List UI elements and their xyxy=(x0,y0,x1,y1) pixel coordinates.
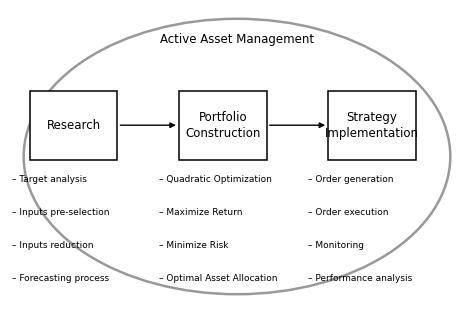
Text: Portfolio
Construction: Portfolio Construction xyxy=(185,111,261,140)
FancyBboxPatch shape xyxy=(328,91,416,160)
Text: – Target analysis: – Target analysis xyxy=(12,176,87,184)
Text: – Optimal Asset Allocation: – Optimal Asset Allocation xyxy=(159,274,277,283)
Text: – Monitoring: – Monitoring xyxy=(308,241,364,250)
FancyBboxPatch shape xyxy=(29,91,117,160)
Text: – Forecasting process: – Forecasting process xyxy=(12,274,109,283)
Text: Research: Research xyxy=(46,119,100,132)
Text: – Maximize Return: – Maximize Return xyxy=(159,208,242,217)
Text: – Quadratic Optimization: – Quadratic Optimization xyxy=(159,176,272,184)
Text: Strategy
Implementation: Strategy Implementation xyxy=(325,111,419,140)
Text: – Performance analysis: – Performance analysis xyxy=(308,274,412,283)
Text: – Inputs pre-selection: – Inputs pre-selection xyxy=(12,208,109,217)
Text: Active Asset Management: Active Asset Management xyxy=(160,33,314,46)
Text: – Order generation: – Order generation xyxy=(308,176,393,184)
FancyBboxPatch shape xyxy=(179,91,266,160)
Text: – Inputs reduction: – Inputs reduction xyxy=(12,241,93,250)
Text: – Minimize Risk: – Minimize Risk xyxy=(159,241,228,250)
Text: – Order execution: – Order execution xyxy=(308,208,389,217)
